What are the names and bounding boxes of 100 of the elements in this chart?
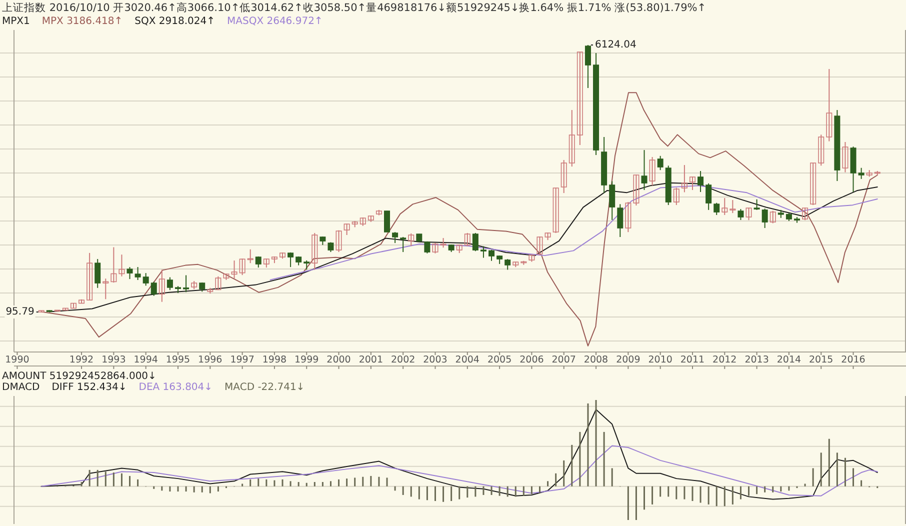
x-tick-label: 2013 xyxy=(744,354,769,366)
candlestick xyxy=(826,68,832,142)
candlestick xyxy=(673,187,680,206)
candlestick xyxy=(215,276,222,291)
candlestick xyxy=(746,207,752,221)
candlestick xyxy=(568,110,575,168)
x-tick-label: 2015 xyxy=(809,354,834,366)
chart-title: 上证指数 2016/10/10 开3020.46↑高3066.10↑低3014.62↑收3058.50↑量469818176↓额51929245↓换1.64% 振1.71% 涨(53.80)1.79%↑ xyxy=(2,1,706,14)
candlestick xyxy=(344,223,350,236)
candlestick xyxy=(86,252,93,301)
candlestick xyxy=(392,232,398,244)
text: AMOUNT 519292452864.000↓ xyxy=(2,371,156,382)
candlestick xyxy=(681,164,688,193)
candlestick xyxy=(858,167,864,180)
candlestick xyxy=(657,155,664,171)
x-tick-label: 2002 xyxy=(390,354,416,366)
x-tick-label: 2010 xyxy=(648,354,672,366)
candlestick xyxy=(754,198,760,210)
x-tick-label: 2008 xyxy=(584,354,608,366)
text: SQX 2918.024↑ xyxy=(134,16,215,27)
candlestick xyxy=(239,258,246,276)
candlestick xyxy=(576,52,583,146)
candlestick xyxy=(336,230,342,253)
candlestick xyxy=(150,281,157,296)
candlestick xyxy=(802,207,808,221)
candlestick xyxy=(94,258,101,288)
annotation: 95.79 xyxy=(6,306,34,318)
x-tick-label: 1999 xyxy=(294,354,319,366)
candlestick xyxy=(126,266,133,280)
candlestick xyxy=(706,182,712,210)
x-tick-label: 1993 xyxy=(102,354,126,366)
x-tick-label: 2014 xyxy=(776,354,802,366)
text: DIFF 152.434↓ xyxy=(52,382,127,393)
x-tick-label: 2016 xyxy=(841,354,866,366)
candlestick xyxy=(432,242,438,254)
candlestick xyxy=(560,160,567,194)
x-tick-label: 2003 xyxy=(423,354,448,366)
candlestick xyxy=(722,198,728,216)
candlestick xyxy=(625,201,632,233)
text: MASQX 2646.972↑ xyxy=(227,16,323,27)
candlestick xyxy=(641,150,648,191)
candlestick xyxy=(247,248,254,264)
candlestick xyxy=(762,208,768,229)
candlestick xyxy=(633,174,640,206)
text: DEA 163.804↓ xyxy=(138,382,213,393)
candlestick xyxy=(110,246,117,284)
x-tick-label: 2007 xyxy=(552,354,576,366)
candlestick xyxy=(842,142,848,173)
candlestick xyxy=(472,232,478,252)
candlestick xyxy=(142,272,149,286)
x-tick-label: 2004 xyxy=(455,354,480,366)
candlestick xyxy=(440,238,446,248)
x-tick-label: 1996 xyxy=(198,354,222,366)
x-tick-label: 1994 xyxy=(134,354,158,366)
candlestick xyxy=(134,266,141,281)
candlestick xyxy=(714,202,720,216)
candlestick xyxy=(689,176,696,191)
candlestick xyxy=(183,274,190,293)
legend-title: DMACD xyxy=(2,382,40,393)
candlestick xyxy=(609,180,616,220)
candlestick xyxy=(70,302,76,309)
candlestick xyxy=(810,162,816,206)
candlestick xyxy=(617,204,624,238)
candlestick xyxy=(730,200,736,214)
candlestick xyxy=(770,210,776,224)
x-tick-label: 2005 xyxy=(487,354,512,366)
candlestick xyxy=(384,210,390,233)
candlestick xyxy=(536,236,543,256)
candlestick xyxy=(698,170,704,193)
candlestick xyxy=(304,260,310,270)
candlestick xyxy=(158,269,165,302)
candlestick xyxy=(818,134,824,166)
text: MPX 3186.418↑ xyxy=(42,16,123,27)
x-tick-label: 2006 xyxy=(520,354,544,366)
candlestick xyxy=(552,187,559,234)
x-tick-label: 2012 xyxy=(712,354,737,366)
candlestick xyxy=(738,208,744,220)
candlestick xyxy=(649,156,656,186)
candlestick xyxy=(504,258,511,270)
x-tick-label: 1998 xyxy=(262,354,287,366)
candlestick xyxy=(166,276,173,291)
candlestick xyxy=(400,236,406,253)
x-tick-label: 2011 xyxy=(680,354,705,366)
candlestick xyxy=(464,232,470,247)
candlestick xyxy=(312,232,318,270)
candlestick xyxy=(408,232,414,247)
candlestick xyxy=(488,249,495,262)
x-tick-label: 1997 xyxy=(230,354,254,366)
x-tick-label: 2009 xyxy=(616,354,640,366)
text: MACD -22.741↓ xyxy=(224,382,305,393)
legend-title: MPX1 xyxy=(2,16,30,27)
annotation: 6124.04 xyxy=(594,40,636,50)
candlestick xyxy=(288,252,294,268)
candlestick xyxy=(231,260,238,279)
candlestick xyxy=(118,254,125,277)
x-tick-label: 2001 xyxy=(358,354,384,366)
x-tick-label: 2000 xyxy=(326,354,351,366)
x-tick-label: 1992 xyxy=(69,354,94,366)
candlestick xyxy=(480,246,486,258)
x-tick-label: 1995 xyxy=(166,354,190,366)
